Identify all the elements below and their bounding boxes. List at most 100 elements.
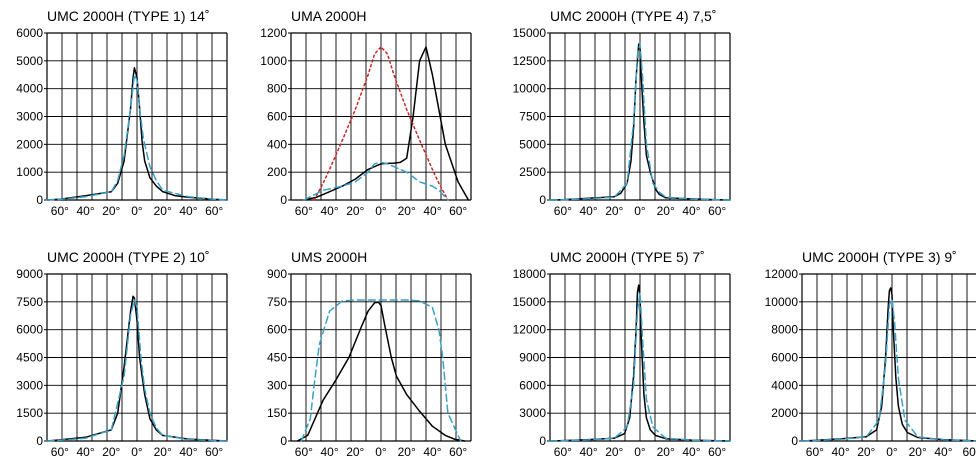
y-tick-label: 12000 <box>513 323 547 337</box>
y-tick-label: 5000 <box>519 137 546 151</box>
x-tick-label: 0° <box>131 204 143 218</box>
grid <box>290 273 472 442</box>
x-tick-label: 40° <box>320 204 338 218</box>
x-tick-label: 20° <box>657 445 675 458</box>
chart-panel-2: UMA 2000H 1200 1000 800 600 400 200 0 60° 40° 20° 0… <box>260 8 472 218</box>
y-tick-label: 6000 <box>16 323 43 337</box>
x-tick-label: 60° <box>205 204 223 218</box>
chart-title: UMC 2000H (TYPE 5) 7˚ <box>550 249 705 265</box>
chart-panel-4: UMC 2000H (TYPE 2) 10˚ 9000 7500 6000 4500 30… <box>16 249 228 458</box>
y-tick-label: 15000 <box>513 26 547 40</box>
x-tick-label: 0° <box>131 445 143 458</box>
y-tick-label: 6000 <box>771 351 798 365</box>
series-solid-line <box>303 46 470 201</box>
y-tick-label: 3000 <box>16 110 43 124</box>
x-tick-label: 0° <box>634 204 646 218</box>
x-tick-label: 60° <box>51 204 69 218</box>
y-tick-label: 0 <box>280 193 287 207</box>
chart-title: UMC 2000H (TYPE 3) 9˚ <box>802 249 957 265</box>
y-tick-label: 8000 <box>771 323 798 337</box>
x-tick-label: 40° <box>831 445 849 458</box>
grid <box>549 273 731 442</box>
series-dashed-line <box>46 299 228 442</box>
series-dashed-line <box>549 43 731 201</box>
x-tick-label: 60° <box>708 204 726 218</box>
y-tick-label: 900 <box>267 267 287 281</box>
x-tick-label: 0° <box>375 204 387 218</box>
x-tick-label: 20° <box>346 445 364 458</box>
series-dashed-line <box>549 291 731 442</box>
y-tick-label: 6000 <box>16 26 43 40</box>
x-tick-label: 20° <box>605 445 623 458</box>
chart-panel-5: UMS 2000H 900 750 600 450 300 150 0 60° 40° 20° 0° 2… <box>267 249 472 458</box>
x-tick-label: 60° <box>295 445 313 458</box>
y-tick-label: 200 <box>267 165 287 179</box>
x-tick-label: 20° <box>398 445 416 458</box>
y-tick-label: 400 <box>267 137 287 151</box>
y-tick-label: 1200 <box>260 26 287 40</box>
grid <box>549 32 731 201</box>
y-tick-label: 3000 <box>16 378 43 392</box>
y-tick-label: 3000 <box>519 406 546 420</box>
x-tick-label: 0° <box>634 445 646 458</box>
x-tick-label: 60° <box>449 204 467 218</box>
x-tick-label: 40° <box>76 204 94 218</box>
series-dashed-line <box>46 74 228 201</box>
x-tick-label: 40° <box>179 204 197 218</box>
x-tick-label: 40° <box>579 204 597 218</box>
chart-title: UMC 2000H (TYPE 4) 7,5˚ <box>550 8 717 24</box>
chart-panel-3: UMC 2000H (TYPE 4) 7,5˚15000 12500 10000 75… <box>513 8 731 218</box>
x-tick-label: 40° <box>423 204 441 218</box>
y-tick-label: 750 <box>267 295 287 309</box>
chart-panel-1: UMC 2000H (TYPE 1) 14˚ 6000 5000 4000 3000 20… <box>16 8 228 218</box>
y-tick-label: 4000 <box>16 82 43 96</box>
chart-title: UMC 2000H (TYPE 1) 14˚ <box>47 8 210 24</box>
y-tick-label: 12500 <box>513 54 547 68</box>
chart-panel-7: UMC 2000H (TYPE 3) 9˚12000 10000 8000 6000 4… <box>765 249 976 458</box>
x-tick-label: 40° <box>320 445 338 458</box>
x-tick-label: 20° <box>154 445 172 458</box>
chart-title: UMA 2000H <box>291 8 366 24</box>
x-tick-label: 20° <box>102 204 120 218</box>
y-tick-label: 800 <box>267 82 287 96</box>
x-tick-label: 0° <box>375 445 387 458</box>
y-tick-label: 0 <box>36 193 43 207</box>
y-tick-label: 5000 <box>16 54 43 68</box>
x-tick-label: 40° <box>423 445 441 458</box>
y-tick-label: 4000 <box>771 378 798 392</box>
y-tick-label: 6000 <box>519 378 546 392</box>
x-tick-label: 60° <box>554 204 572 218</box>
y-tick-label: 10000 <box>513 82 547 96</box>
x-tick-label: 40° <box>179 445 197 458</box>
y-tick-label: 300 <box>267 378 287 392</box>
y-tick-label: 2000 <box>771 406 798 420</box>
y-tick-label: 2000 <box>16 137 43 151</box>
y-tick-label: 0 <box>280 434 287 448</box>
y-tick-label: 0 <box>791 434 798 448</box>
y-tick-label: 15000 <box>513 295 547 309</box>
y-tick-label: 450 <box>267 351 287 365</box>
x-tick-label: 60° <box>806 445 824 458</box>
grid <box>46 32 228 201</box>
x-tick-label: 20° <box>398 204 416 218</box>
y-tick-label: 9000 <box>16 267 43 281</box>
y-tick-label: 9000 <box>519 351 546 365</box>
y-tick-label: 1000 <box>260 54 287 68</box>
y-tick-label: 1500 <box>16 406 43 420</box>
series-dashed-line <box>303 161 449 201</box>
y-tick-label: 7500 <box>519 110 546 124</box>
x-tick-label: 40° <box>76 445 94 458</box>
x-tick-label: 20° <box>657 204 675 218</box>
x-tick-label: 40° <box>934 445 952 458</box>
y-tick-label: 600 <box>267 110 287 124</box>
series-dashed-line <box>300 299 462 442</box>
series-solid-line <box>296 301 466 442</box>
chart-panel-6: UMC 2000H (TYPE 5) 7˚18000 15000 12000 9000… <box>513 249 731 458</box>
x-tick-label: 60 <box>962 445 976 458</box>
y-tick-label: 1000 <box>16 165 43 179</box>
x-tick-label: 60° <box>554 445 572 458</box>
x-tick-label: 60° <box>708 445 726 458</box>
chart-title: UMC 2000H (TYPE 2) 10˚ <box>47 249 210 265</box>
series-dashed-line <box>801 298 976 442</box>
